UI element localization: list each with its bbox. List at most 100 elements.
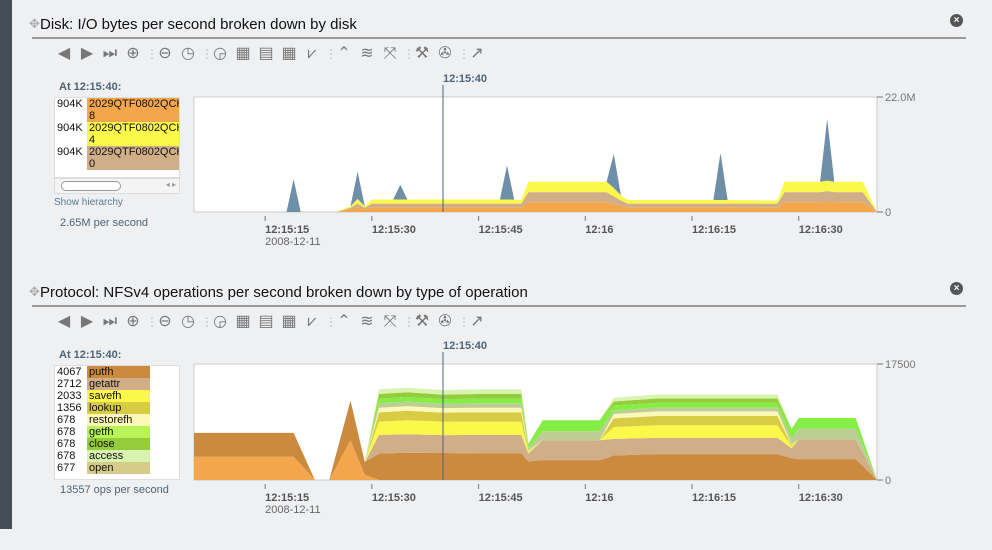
move-handle-icon[interactable]: ✥ xyxy=(29,16,40,31)
forward-arrow-icon[interactable]: ▶ xyxy=(80,313,94,330)
show-hierarchy-link[interactable]: Show hierarchy xyxy=(54,197,123,208)
legend-item[interactable]: 4067 putfh xyxy=(55,366,179,378)
legend-item[interactable]: 678 restorefh xyxy=(55,414,179,426)
y-tick-label: 0 xyxy=(885,475,891,487)
area-series-getfh xyxy=(194,396,877,480)
legend-item[interactable]: 1356 lookup xyxy=(55,402,179,414)
legend-item[interactable]: 904K 2029QTF0802QCH 0 xyxy=(55,146,179,170)
pie-icon[interactable]: ✇ xyxy=(438,45,452,62)
legend-value: 678 xyxy=(57,438,76,450)
legend-name: open xyxy=(87,462,150,474)
panel-title: Protocol: NFSv4 operations per second br… xyxy=(40,284,528,301)
export-icon[interactable]: ↗ xyxy=(470,313,484,330)
x-tick-label: 12:15:30 xyxy=(372,492,416,504)
close-panel-icon[interactable]: × xyxy=(950,14,963,27)
move-handle-icon[interactable]: ✥ xyxy=(29,284,40,299)
panel-title: Disk: I/O bytes per second broken down b… xyxy=(40,16,357,33)
y-tick-label: 0 xyxy=(885,207,891,219)
area-series-open xyxy=(194,400,877,480)
calendar-month-icon[interactable]: ▦ xyxy=(281,313,297,330)
area-series-putfh xyxy=(194,400,877,480)
title-divider xyxy=(32,305,966,307)
scrollbar-thumb[interactable] xyxy=(61,181,121,191)
legend-name: lookup xyxy=(87,402,150,414)
y-tick-label: 22.0M xyxy=(885,92,916,104)
expand-icon[interactable]: ⤧ xyxy=(383,313,397,330)
area-series-2029QTF0802QCH8 xyxy=(194,201,877,212)
drill-icon[interactable]: ⚒ xyxy=(414,45,430,62)
clock-back-icon[interactable]: ◷ xyxy=(181,313,195,330)
legend-value: 904K xyxy=(57,122,83,134)
x-tick-label: 12:15:45 xyxy=(479,492,523,504)
x-tick-label: 12:16:15 xyxy=(692,492,736,504)
total-rate: 13557 ops per second xyxy=(60,484,169,496)
disk-io-panel: ✥ Disk: I/O bytes per second broken down… xyxy=(29,12,992,282)
clock-icon[interactable]: ◶ xyxy=(213,313,227,330)
legend-name: close xyxy=(87,438,150,450)
cursor-time-label: 12:15:40 xyxy=(443,73,487,85)
legend-name: access xyxy=(87,450,150,462)
legend-item[interactable]: 678 close xyxy=(55,438,179,450)
scroll-arrows-icon[interactable]: ◂ ▸ xyxy=(165,180,176,189)
zoom-out-icon[interactable]: ⊖ xyxy=(158,313,172,330)
line-chart-icon[interactable]: ⩗ xyxy=(307,45,317,62)
line-chart-icon[interactable]: ⩗ xyxy=(307,313,317,330)
x-tick-label: 12:15:15 xyxy=(265,492,309,504)
close-panel-icon[interactable]: × xyxy=(950,282,963,295)
x-tick-label: 12:16:15 xyxy=(692,224,736,236)
line-peak-icon[interactable]: ⌃ xyxy=(337,313,351,330)
line-peak-icon[interactable]: ⌃ xyxy=(337,45,351,62)
pie-icon[interactable]: ✇ xyxy=(438,313,452,330)
legend-item[interactable]: 2033 savefh xyxy=(55,390,179,402)
area-series-lookup xyxy=(194,400,877,480)
legend-value: 2033 xyxy=(57,390,82,402)
legend-value: 2712 xyxy=(57,378,82,390)
area-series-2029QTF0802QCH4 xyxy=(194,180,877,212)
x-tick-label: 12:16:30 xyxy=(799,224,843,236)
legend-scrollbar[interactable]: ◂ ▸ xyxy=(54,178,180,194)
legend-item[interactable]: 904K 2029QTF0802QCH 8 xyxy=(55,98,179,122)
x-tick-label: 12:16 xyxy=(585,224,613,236)
y-tick-label: 17500 xyxy=(885,359,916,371)
toolbar: ◀ ▶ ⏭ ⊕ ⋮ ⊖ ◷ ⋮ ◶ ▦ ▤ ▦ ⩗ ⋮ ⌃ ≋ ⤧ ⋮ ⚒ ✇ ⋮ ↗ xyxy=(54,43,487,65)
x-tick-label: 12:15:30 xyxy=(372,224,416,236)
back-arrow-icon[interactable]: ◀ xyxy=(57,313,71,330)
clock-back-icon[interactable]: ◷ xyxy=(181,45,195,62)
toolbar: ◀ ▶ ⏭ ⊕ ⋮ ⊖ ◷ ⋮ ◶ ▦ ▤ ▦ ⩗ ⋮ ⌃ ≋ ⤧ ⋮ ⚒ ✇ ⋮ ↗ xyxy=(54,311,487,333)
x-date-label: 2008-12-11 xyxy=(265,236,320,248)
area-chart-icon[interactable]: ≋ xyxy=(360,313,374,330)
legend-item[interactable]: 678 getfh xyxy=(55,426,179,438)
legend-value: 904K xyxy=(57,146,83,158)
zoom-out-icon[interactable]: ⊖ xyxy=(158,45,172,62)
legend-value: 678 xyxy=(57,414,76,426)
title-divider xyxy=(32,37,966,39)
zoom-in-icon[interactable]: ⊕ xyxy=(126,45,140,62)
area-chart-icon[interactable]: ≋ xyxy=(360,45,374,62)
export-icon[interactable]: ↗ xyxy=(470,45,484,62)
drill-icon[interactable]: ⚒ xyxy=(414,313,430,330)
calendar-week-icon[interactable]: ▤ xyxy=(258,45,274,62)
legend-name: savefh xyxy=(87,390,150,402)
expand-icon[interactable]: ⤧ xyxy=(383,45,397,62)
clock-icon[interactable]: ◶ xyxy=(213,45,227,62)
at-time-label: At 12:15:40: xyxy=(59,81,122,93)
legend-item[interactable]: 678 access xyxy=(55,450,179,462)
area-series-series-0 xyxy=(194,440,877,480)
legend-name: 2029QTF0802QCH 0 xyxy=(87,146,179,170)
skip-end-icon[interactable]: ⏭ xyxy=(102,313,118,330)
skip-end-icon[interactable]: ⏭ xyxy=(102,45,118,62)
legend-item[interactable]: 904K 2029QTF0802QCH 4 xyxy=(55,122,179,146)
legend-item[interactable]: 2712 getattr xyxy=(55,378,179,390)
legend-value: 678 xyxy=(57,450,76,462)
calendar-icon[interactable]: ▦ xyxy=(235,45,251,62)
zoom-in-icon[interactable]: ⊕ xyxy=(126,313,140,330)
calendar-icon[interactable]: ▦ xyxy=(235,313,251,330)
x-tick-label: 12:16:30 xyxy=(799,492,843,504)
legend-item[interactable]: 677 open xyxy=(55,462,179,474)
calendar-month-icon[interactable]: ▦ xyxy=(281,45,297,62)
forward-arrow-icon[interactable]: ▶ xyxy=(80,45,94,62)
calendar-week-icon[interactable]: ▤ xyxy=(258,313,274,330)
back-arrow-icon[interactable]: ◀ xyxy=(57,45,71,62)
